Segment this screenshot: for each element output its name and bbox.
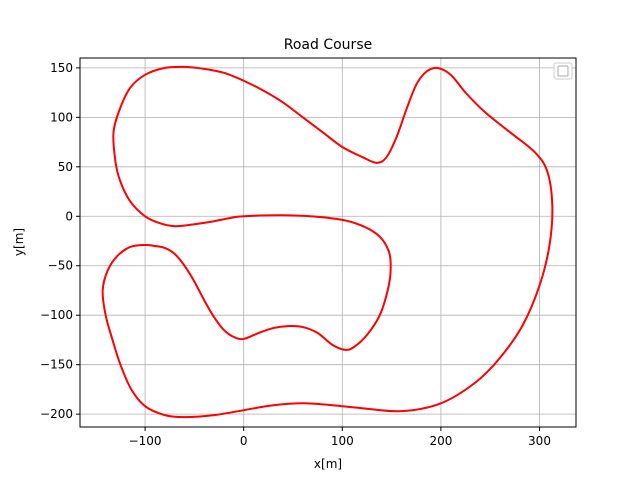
y-tick-label: 150 xyxy=(50,61,73,75)
legend-box xyxy=(553,62,573,80)
y-tick-label: −200 xyxy=(40,407,73,421)
ticks: −100 0 100 200 300 −200 −150 −100 −50 0 50 100 150 xyxy=(40,61,551,448)
x-tick-label: 0 xyxy=(240,434,248,448)
legend xyxy=(553,62,573,80)
y-tick-label: 50 xyxy=(58,160,73,174)
y-tick-label: 100 xyxy=(50,110,73,124)
y-tick-label: −100 xyxy=(40,308,73,322)
plot-frame xyxy=(79,57,577,428)
y-tick-label: 0 xyxy=(65,209,73,223)
x-axis-label: x[m] xyxy=(314,457,342,471)
x-tick-label: 300 xyxy=(528,434,551,448)
road-course-line xyxy=(101,65,554,419)
y-tick-label: −150 xyxy=(40,358,73,372)
legend-handle xyxy=(557,65,569,77)
chart-title: Road Course xyxy=(284,37,372,53)
y-tick-label: −50 xyxy=(48,259,73,273)
y-axis-label: y[m] xyxy=(12,228,26,256)
x-tick-label: −100 xyxy=(129,434,162,448)
x-tick-label: 200 xyxy=(429,434,452,448)
series-layer xyxy=(101,65,554,419)
x-tick-label: 100 xyxy=(331,434,354,448)
